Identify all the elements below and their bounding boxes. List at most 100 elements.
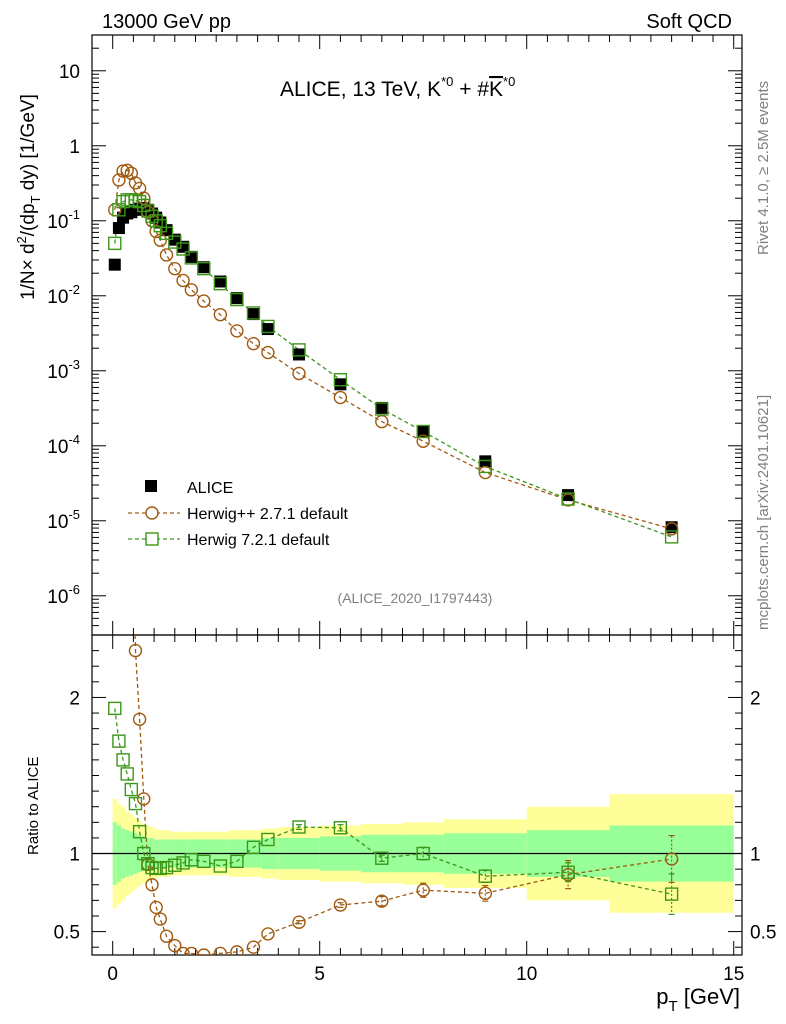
chart-title: ALICE, 13 TeV, K*0 + #K*0 — [280, 74, 515, 101]
main-y-tick-label: 10-5 — [47, 507, 80, 533]
herwig7-ratio-point — [184, 853, 199, 867]
herwig7-main-point — [149, 214, 163, 228]
analysis-watermark: (ALICE_2020_I1797443) — [338, 590, 493, 606]
alice-data-point — [247, 308, 260, 321]
main-data-layer — [108, 163, 679, 544]
herwig7-main-point — [416, 424, 430, 439]
legend-label-herwig7: Herwig 7.2.1 default — [187, 532, 330, 549]
herwigpp-main-point — [375, 414, 389, 429]
herwig7-main-point — [197, 261, 211, 276]
herwigpp-ratio-point — [145, 878, 159, 892]
herwig7-main-point — [159, 226, 174, 241]
herwig7-main-point — [112, 203, 126, 217]
herwigpp-ratio-point — [184, 946, 199, 955]
herwig7-ratio-point — [116, 753, 130, 767]
ratio-y-tick-label: 0.5 — [54, 923, 80, 944]
alice-data-point — [177, 240, 190, 253]
herwig7-main-point — [168, 235, 182, 249]
herwig7-ratio-point — [168, 858, 182, 872]
alice-data-point — [214, 275, 227, 288]
alice-data-point — [293, 348, 306, 361]
legend-label-alice: ALICE — [187, 480, 233, 497]
herwig7-ratio-point — [261, 832, 275, 847]
herwigpp-ratio-point — [125, 489, 137, 501]
herwig7-main-point — [292, 343, 306, 357]
herwigpp-ratio-point — [153, 912, 168, 926]
herwigpp-main-point — [120, 163, 134, 178]
herwigpp-ratio-point — [117, 348, 129, 360]
herwigpp-main-line — [114, 169, 672, 530]
herwigpp-ratio-point — [416, 883, 430, 897]
herwig7-ratio-point — [478, 869, 493, 883]
herwigpp-main-point — [116, 164, 130, 178]
herwigpp-ratio-point — [137, 792, 151, 806]
herwig7-main-point — [108, 236, 122, 251]
herwig7-ratio-point — [124, 782, 139, 797]
ratio-panel-frame — [91, 634, 743, 956]
alice-data-point — [562, 489, 575, 502]
herwigpp-main-point — [112, 173, 126, 187]
main-y-tick-label: 10-4 — [47, 432, 80, 458]
herwigpp-ratio-point — [230, 945, 244, 955]
main-y-tick-label: 10-6 — [47, 582, 80, 608]
ratio-y-tick-label-right: 1 — [750, 845, 761, 866]
herwigpp-ratio-point — [213, 946, 228, 955]
ratio-data-layer — [108, 317, 679, 955]
herwig7-main-point — [246, 306, 261, 320]
herwig7-ratio-point — [664, 887, 679, 901]
herwig7-ratio-point — [333, 821, 348, 835]
legend-marker-alice — [145, 480, 157, 492]
legend: ALICE Herwig++ 2.7.1 default Herwig 7.2.… — [128, 480, 349, 549]
herwig7-main-point — [333, 373, 348, 387]
alice-data-point — [112, 222, 125, 235]
herwigpp-ratio-point — [197, 948, 211, 955]
herwig7-ratio-point — [176, 856, 190, 870]
herwig7-ratio-point — [137, 846, 151, 861]
herwigpp-main-point — [246, 336, 261, 351]
herwig7-main-point — [128, 194, 143, 208]
herwigpp-ratio-point — [128, 643, 143, 658]
alice-data-point — [185, 250, 198, 263]
herwig7-ratio-point — [416, 846, 430, 861]
herwig7-main-point — [664, 530, 679, 544]
x-tick-label: 10 — [516, 964, 537, 985]
ratio-y-tick-label-right: 0.5 — [750, 923, 776, 944]
x-tick-label: 5 — [314, 964, 325, 985]
main-y-tick-label: 10-1 — [47, 207, 80, 233]
alice-data-point — [417, 425, 430, 438]
herwig7-ratio-point — [213, 859, 228, 873]
herwig7-ratio-point — [375, 851, 389, 865]
herwig7-main-point — [478, 459, 493, 474]
main-y-axis-label: 1/N× d2/(dpT dy) [1/GeV] — [14, 94, 43, 300]
herwigpp-ratio-point — [261, 927, 275, 941]
herwigpp-main-point — [213, 307, 228, 322]
herwig7-ratio-point — [132, 824, 147, 839]
herwig7-ratio-point — [128, 796, 143, 811]
herwig7-ratio-point — [159, 860, 174, 875]
header-right: Soft QCD — [646, 11, 732, 33]
herwig7-main-point — [176, 242, 190, 256]
herwig7-main-point — [375, 402, 389, 416]
herwigpp-main-point — [184, 283, 199, 297]
ratio-y-tick-label: 2 — [69, 688, 80, 709]
alice-data-point — [375, 401, 388, 414]
herwigpp-ratio-point — [113, 317, 125, 329]
main-y-tick-label: 10-3 — [47, 357, 80, 383]
header-left: 13000 GeV pp — [102, 11, 231, 33]
herwigpp-ratio-point — [149, 900, 163, 915]
alice-data-point — [334, 378, 347, 391]
herwig7-ratio-point — [112, 734, 126, 748]
main-y-tick-label: 10 — [59, 62, 80, 83]
herwig7-main-point — [132, 194, 147, 209]
herwigpp-main-point — [159, 248, 174, 262]
herwigpp-ratio-point — [664, 852, 679, 866]
herwig7-ratio-point — [197, 854, 211, 869]
herwig7-ratio-point — [145, 860, 159, 875]
herwigpp-ratio-point — [121, 410, 133, 422]
legend-marker-herwigpp — [145, 506, 159, 520]
x-tick-label: 15 — [723, 964, 744, 985]
alice-data-point — [479, 455, 492, 468]
herwigpp-ratio-point — [333, 898, 348, 912]
main-axes: 10 1 10-1 10-2 10-3 10-4 10-5 10-6 — [47, 34, 742, 636]
herwigpp-main-point — [168, 261, 182, 276]
